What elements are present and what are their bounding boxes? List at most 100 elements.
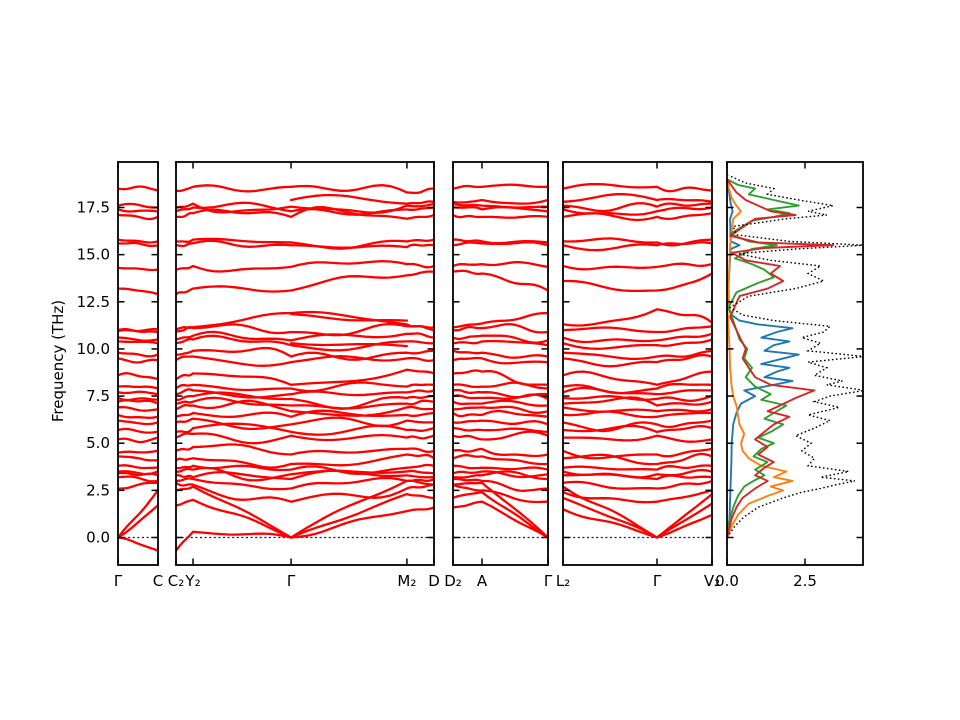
band-path	[176, 416, 434, 431]
x-tick-label: Γ	[544, 572, 553, 590]
band-path	[118, 489, 158, 539]
band-path	[563, 447, 712, 460]
band-path	[118, 436, 158, 444]
band-path	[453, 238, 548, 245]
band-path	[563, 325, 712, 334]
band-path	[453, 464, 548, 471]
band-path	[176, 184, 434, 195]
x-tick-label: C	[153, 572, 163, 590]
band-path	[176, 206, 434, 220]
band-panel-3: L₂ Γ V₂	[556, 161, 720, 590]
band-path	[176, 479, 434, 539]
band-path	[118, 481, 158, 490]
band-path	[118, 185, 158, 192]
band-path	[118, 406, 158, 412]
band-path	[453, 500, 548, 539]
band-path	[176, 201, 434, 216]
x-tick-label: C₂	[168, 572, 185, 590]
band-path	[289, 193, 434, 205]
band-path	[118, 266, 158, 272]
band-path	[453, 311, 548, 329]
bands-group	[176, 184, 434, 552]
y-tick-label: 17.5	[77, 199, 110, 217]
band-path	[453, 369, 548, 386]
band-path	[453, 356, 548, 365]
band-path	[453, 269, 548, 292]
y-axis-label: Frequency (THz)	[49, 299, 67, 423]
band-path	[453, 426, 548, 434]
band-path	[453, 399, 548, 407]
panel-frame	[726, 161, 864, 566]
band-path	[176, 202, 434, 214]
x-tick-label: Γ	[653, 572, 662, 590]
band-path	[453, 447, 548, 458]
band-path	[453, 198, 548, 205]
band-path	[453, 202, 548, 209]
dos-partial-curve	[727, 179, 794, 538]
band-path	[176, 346, 434, 361]
band-path	[563, 424, 712, 434]
band-path	[453, 261, 548, 269]
band-path	[176, 409, 434, 419]
band-path	[118, 464, 158, 470]
band-path	[118, 385, 158, 390]
band-path	[176, 432, 434, 445]
band-path	[453, 419, 548, 426]
band-path	[453, 409, 548, 418]
dos-curves-group	[727, 174, 863, 538]
band-path	[563, 349, 712, 361]
band-path	[176, 443, 434, 456]
dos-panel: 0.0 2.5	[715, 161, 864, 590]
band-path	[176, 270, 434, 296]
band-path	[118, 390, 158, 396]
x-tick-label: 0.0	[715, 572, 739, 590]
band-path	[176, 310, 434, 331]
x-tick-label: 2.5	[793, 572, 817, 590]
band-path	[453, 183, 548, 190]
x-tick-label: V₂	[704, 572, 720, 590]
band-path	[176, 334, 434, 352]
band-path	[118, 357, 158, 364]
bands-group	[563, 182, 712, 539]
band-path	[118, 419, 158, 426]
band-path	[563, 206, 712, 216]
band-path	[118, 340, 158, 345]
band-panel-2: D₂ A Γ	[444, 161, 553, 590]
band-path	[563, 212, 712, 222]
y-tick-label: 0.0	[86, 529, 110, 547]
band-path	[176, 469, 434, 481]
band-path	[176, 481, 434, 503]
band-path	[176, 381, 434, 393]
band-path	[176, 355, 434, 367]
band-path	[453, 349, 548, 359]
x-tick-label: D	[428, 572, 440, 590]
band-path	[176, 388, 434, 399]
band-panel-1: C₂ Y₂ Γ M₂ D	[168, 161, 440, 590]
band-path	[563, 508, 712, 539]
band-path	[453, 477, 548, 492]
band-path	[563, 241, 712, 252]
band-path	[453, 323, 548, 334]
dos-total-curve	[727, 174, 863, 538]
panel-frame	[452, 161, 549, 566]
x-tick-label: M₂	[397, 572, 416, 590]
band-path	[563, 338, 712, 350]
x-tick-label: Γ	[287, 572, 296, 590]
band-path	[118, 202, 158, 209]
band-path	[563, 272, 712, 293]
band-path	[563, 193, 712, 203]
band-path	[563, 353, 712, 368]
band-path	[118, 327, 158, 333]
band-path	[453, 213, 548, 219]
band-path	[453, 405, 548, 414]
band-path	[176, 239, 434, 249]
band-path	[176, 260, 434, 273]
dos-partial-curve	[727, 178, 835, 538]
dos-partial-curve	[727, 179, 800, 538]
band-path	[563, 468, 712, 479]
band-path	[118, 241, 158, 248]
band-path	[563, 419, 712, 433]
